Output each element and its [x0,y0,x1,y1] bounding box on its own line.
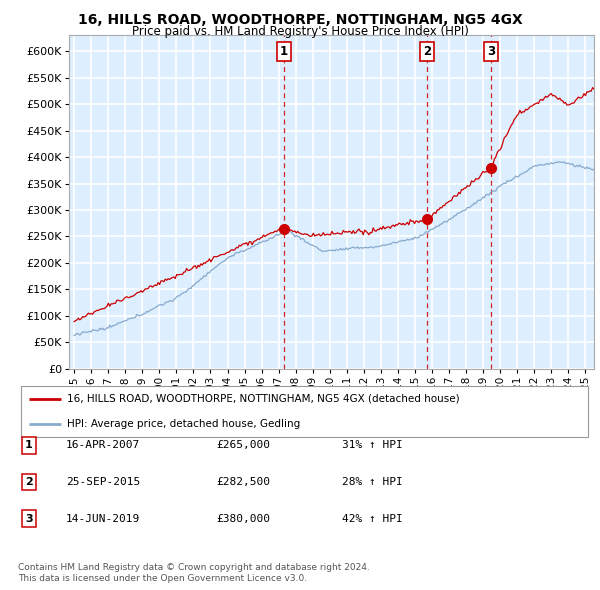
Text: Price paid vs. HM Land Registry's House Price Index (HPI): Price paid vs. HM Land Registry's House … [131,25,469,38]
Text: This data is licensed under the Open Government Licence v3.0.: This data is licensed under the Open Gov… [18,574,307,583]
Text: 28% ↑ HPI: 28% ↑ HPI [342,477,403,487]
Text: 3: 3 [25,514,32,523]
Text: £380,000: £380,000 [216,514,270,523]
Text: 16, HILLS ROAD, WOODTHORPE, NOTTINGHAM, NG5 4GX (detached house): 16, HILLS ROAD, WOODTHORPE, NOTTINGHAM, … [67,394,460,404]
Text: 31% ↑ HPI: 31% ↑ HPI [342,441,403,450]
Text: 3: 3 [487,45,495,58]
Text: 2: 2 [424,45,431,58]
Text: £282,500: £282,500 [216,477,270,487]
Text: 1: 1 [25,441,32,450]
FancyBboxPatch shape [21,386,588,437]
Text: 25-SEP-2015: 25-SEP-2015 [66,477,140,487]
Text: 2: 2 [25,477,32,487]
Text: HPI: Average price, detached house, Gedling: HPI: Average price, detached house, Gedl… [67,419,300,430]
Text: 1: 1 [280,45,287,58]
Text: 42% ↑ HPI: 42% ↑ HPI [342,514,403,523]
Text: 16, HILLS ROAD, WOODTHORPE, NOTTINGHAM, NG5 4GX: 16, HILLS ROAD, WOODTHORPE, NOTTINGHAM, … [77,13,523,27]
Text: 16-APR-2007: 16-APR-2007 [66,441,140,450]
Text: Contains HM Land Registry data © Crown copyright and database right 2024.: Contains HM Land Registry data © Crown c… [18,563,370,572]
Text: £265,000: £265,000 [216,441,270,450]
Text: 14-JUN-2019: 14-JUN-2019 [66,514,140,523]
